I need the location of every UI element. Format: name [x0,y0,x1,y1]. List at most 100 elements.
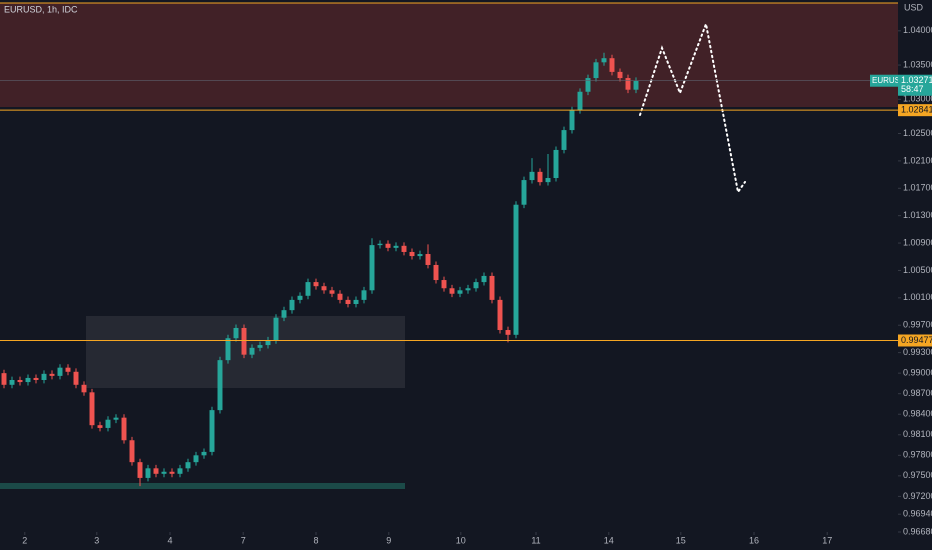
candle-body [497,299,503,331]
resistance-zone [0,3,898,107]
candle-body [481,275,487,283]
x-tick-label: 7 [241,535,246,545]
candle-body [193,455,199,463]
candle-body [401,245,407,252]
candle-body [233,327,239,339]
candle-body [185,462,191,469]
candle-body [545,178,551,183]
symbol-badge-bg [870,74,898,87]
candle-body [409,251,415,257]
y-tick-label: 1.02500 [903,128,932,138]
candle-body [505,330,511,335]
level-label: 0.99477 [901,335,932,345]
candle-body [593,62,599,79]
candle-body [561,130,567,150]
candle-body [289,299,295,311]
candle-body [489,275,495,300]
candle-body [393,245,399,248]
candle-body [513,204,519,335]
candle-body [433,264,439,281]
candle-body [9,380,15,385]
candle-body [553,149,559,179]
level-badge [898,334,932,347]
candle-body [585,78,591,92]
candle-body [537,171,543,183]
candle-body [457,290,463,294]
candle-body [601,58,607,63]
x-tick-label: 2 [22,535,27,545]
candle-body [425,254,431,265]
candle-body [65,367,71,372]
candle-body [321,286,327,291]
projection-path [639,20,746,195]
y-tick-label: 0.96680 [903,526,932,536]
candle-body [241,327,247,355]
candle-body [449,288,455,294]
candle-body [265,340,271,346]
candle-body [569,110,575,131]
candle-body [617,71,623,79]
y-tick-label: 1.02100 [903,155,932,165]
candle-body [305,282,311,296]
price-badge-bg [898,74,932,96]
candle-body [169,471,175,474]
candle-body [89,392,95,426]
candle-body [113,417,119,420]
candle-body [625,78,631,90]
candle-body [521,180,527,205]
currency-label: USD [904,2,924,12]
candle-body [105,419,111,428]
candle-body [33,377,39,380]
level-badge [898,104,932,117]
candle-body [337,293,343,300]
candle-body [377,243,383,246]
x-tick-label: 3 [94,535,99,545]
candle-body [369,245,375,291]
candle-body [313,282,319,287]
candle-body [249,347,255,355]
candle-body [633,80,639,90]
x-tick-label: 10 [456,535,466,545]
candle-body [345,299,351,304]
candle-body [41,373,47,380]
candle-body [153,468,159,474]
candle-body [329,290,335,294]
y-tick-label: 1.03500 [903,59,932,69]
plot [1,52,639,487]
candle-body [281,310,287,318]
candle-body [257,345,263,348]
candle-body [73,371,79,385]
x-tick-label: 4 [167,535,172,545]
candle-body [297,295,303,300]
candle-body [385,243,391,248]
candle-body [129,440,135,463]
candle-body [201,451,207,456]
candle-body [465,288,471,291]
chart-title: EURUSD, 1h, IDC [4,4,78,14]
candle-body [209,410,215,452]
candle-body [121,417,127,441]
candle-body [25,377,31,383]
candle-body [361,290,367,300]
y-tick-label: 1.03000 [903,94,932,104]
candle-body [577,91,583,111]
last-price-label: 1.03271 [901,75,932,85]
candle-body [17,380,23,383]
x-tick-label: 8 [313,535,318,545]
candle-body [177,468,183,474]
candle-body [81,384,87,393]
countdown: 58:47 [901,84,924,94]
x-tick-label: 17 [822,535,832,545]
symbol-badge: EURUSD [872,76,906,85]
